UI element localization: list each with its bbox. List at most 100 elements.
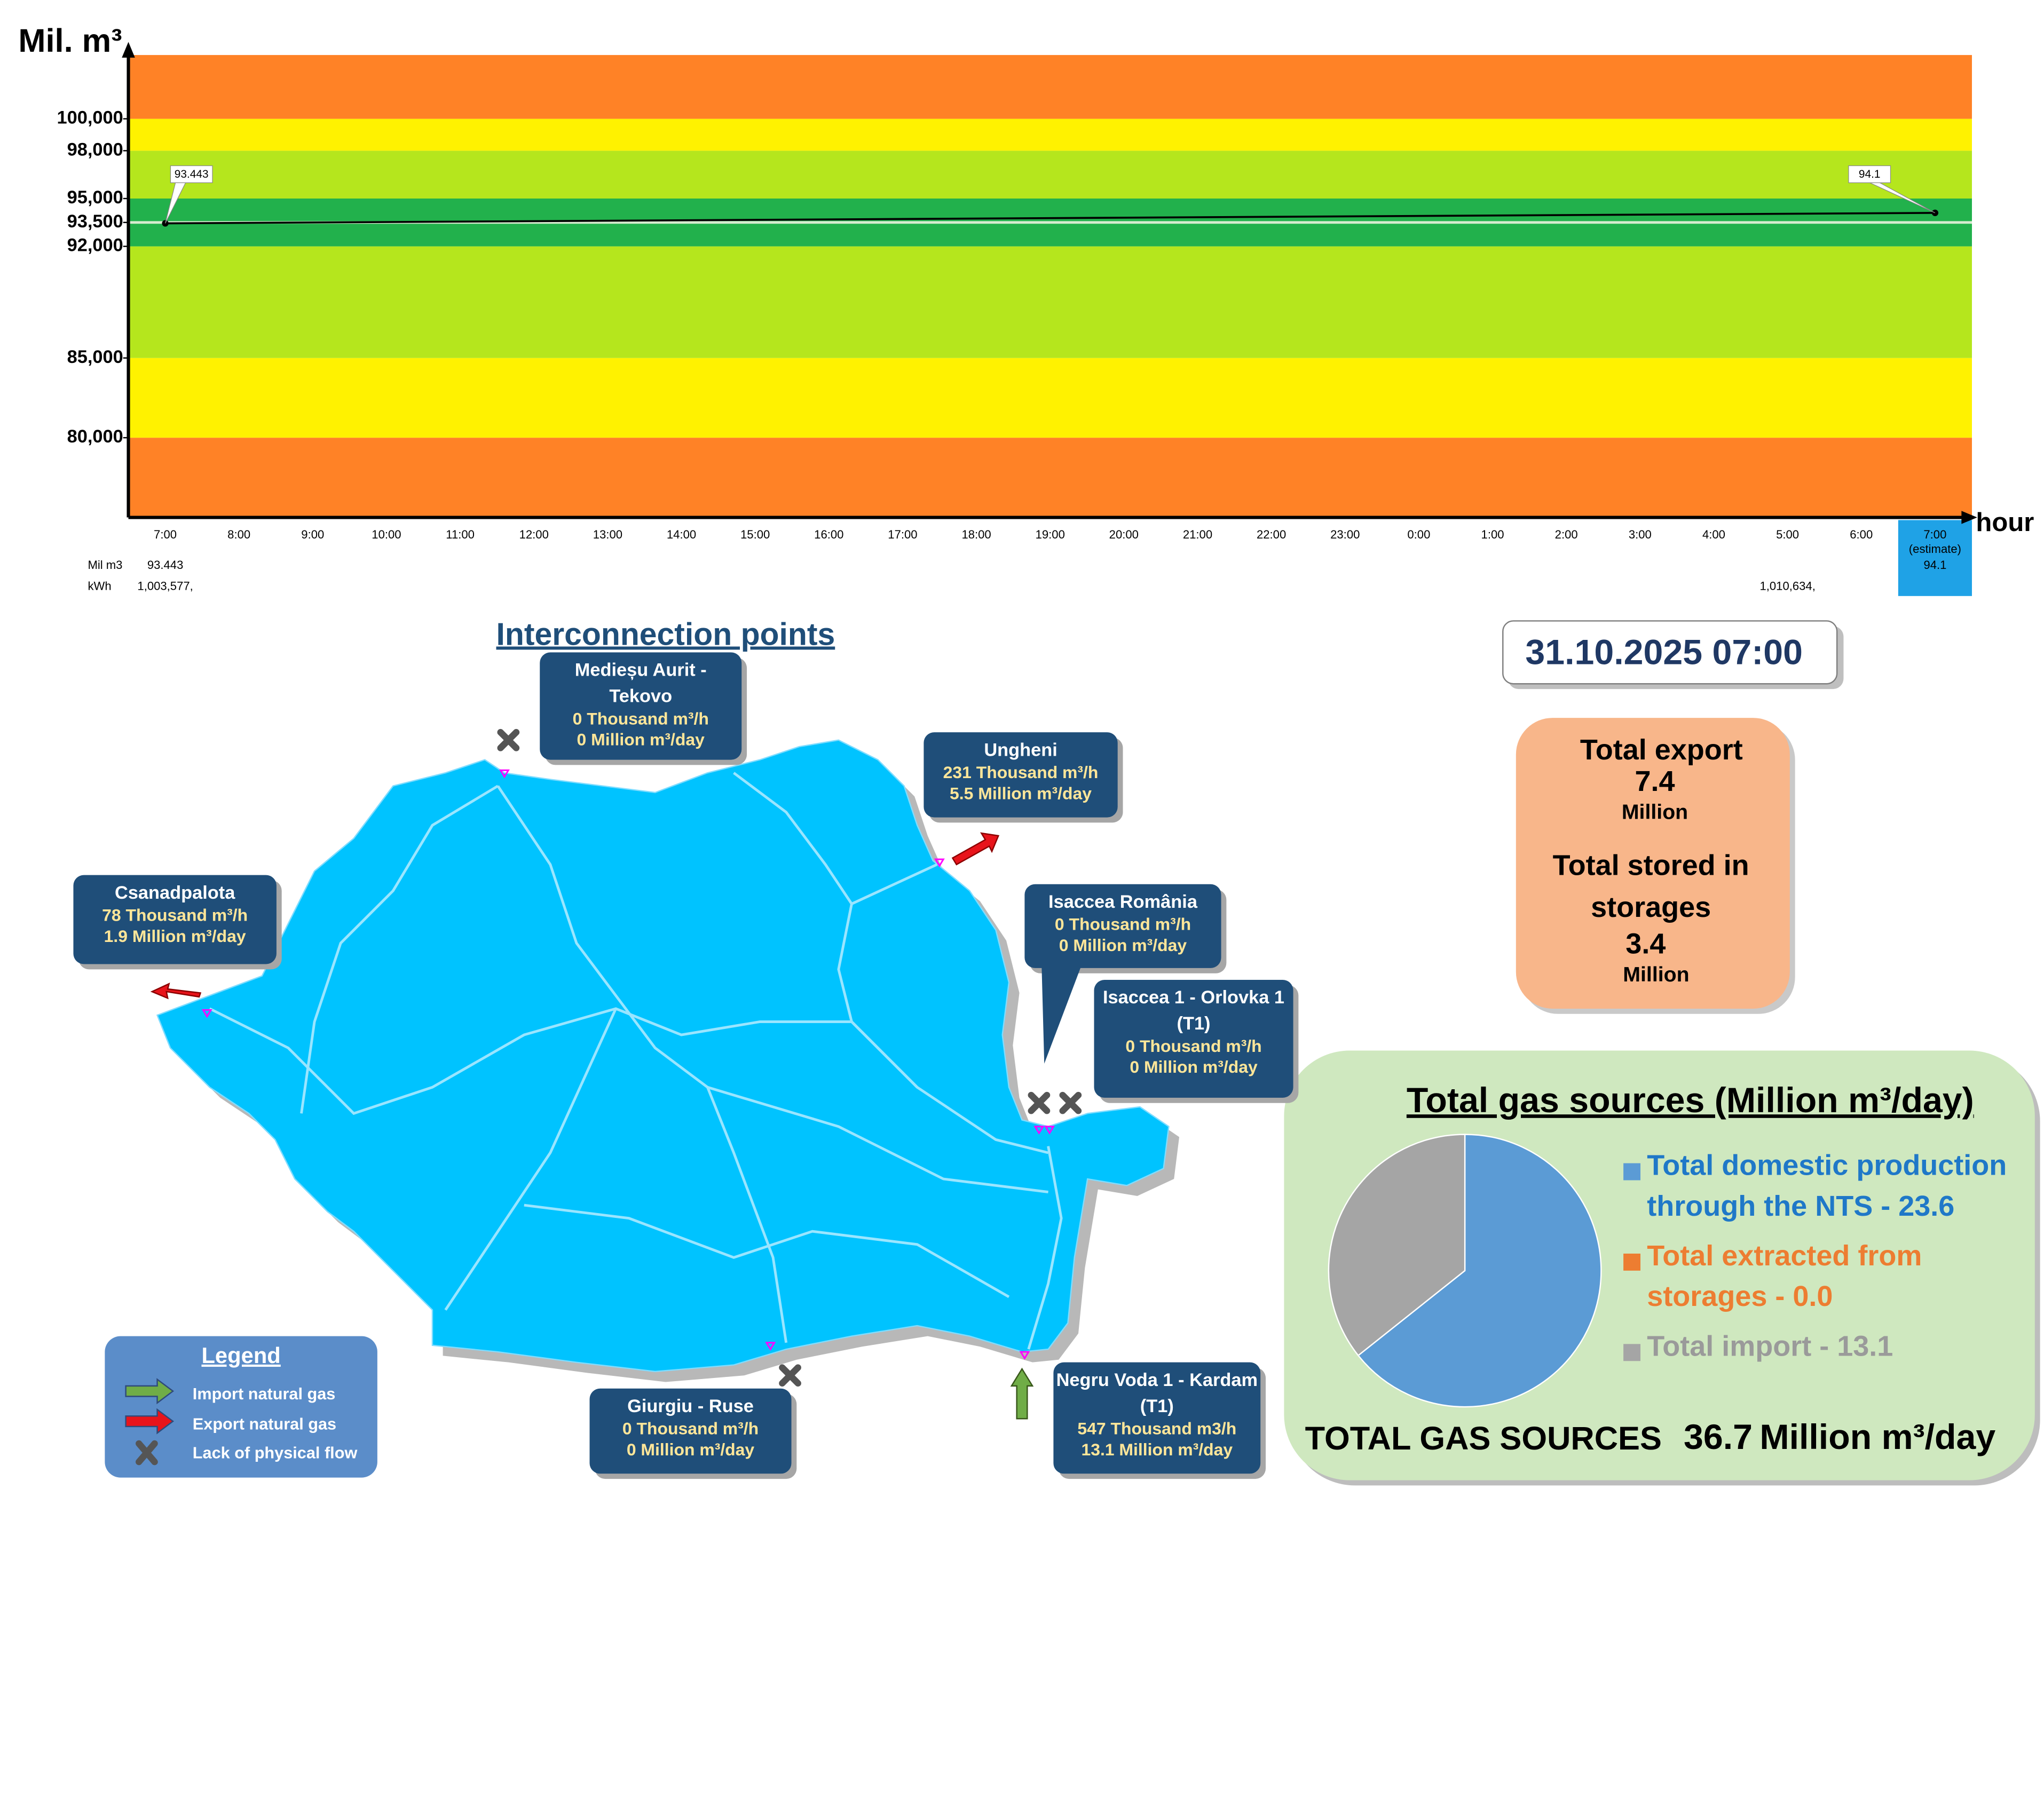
x-tick-label-box: 16:00: [814, 528, 844, 541]
y-tick-label: 95,000: [67, 187, 123, 208]
point-box: [1053, 1362, 1261, 1474]
x-tick-label: 3:00: [1628, 528, 1652, 541]
x-tick-label: 15:00: [740, 528, 770, 541]
x-tick-label: 11:00: [446, 528, 475, 541]
pipeline: [496, 785, 788, 1343]
no-flow-cross: [1059, 1091, 1082, 1114]
x-tick-label: 2:00: [1554, 528, 1578, 541]
x-tick-label-box: 6:00: [1850, 528, 1873, 541]
export-unit: Million: [1622, 801, 1688, 824]
y-tick-label: 93,500: [67, 211, 123, 232]
point-hourly: 0 Thousand m³/h: [572, 708, 709, 728]
export-label: Total export: [1580, 734, 1743, 766]
marker: [1033, 1126, 1045, 1135]
x-tick-label: 21:00: [1182, 528, 1213, 541]
date-box: [1502, 620, 1838, 685]
legend-entry-box: Total extracted from storages - 0.0: [1647, 1239, 1922, 1312]
x-tick-label-box: 5:00: [1776, 528, 1799, 541]
row-label: Mil m3: [88, 558, 122, 572]
map: Interconnection points Legend Import nat…: [105, 617, 1180, 1478]
line-chart: 80,000 85,000 92,000 93,500 95,000 98,000 100,…: [57, 42, 1977, 596]
x-tick-label: 18:00: [961, 528, 991, 541]
no-flow-symbols: [497, 728, 1082, 1387]
point-daily: 0 Million m³/day: [1059, 935, 1187, 955]
y-tick-label: 92,000: [67, 235, 123, 256]
x-tick-label: 17:00: [888, 528, 918, 541]
marker: [499, 769, 510, 779]
x-tick-label: 16:00: [814, 528, 844, 541]
x-tick-label: 20:00: [1109, 528, 1139, 541]
point-name: Ungheni: [984, 739, 1057, 760]
legend-item: Import natural gas: [193, 1384, 336, 1403]
x-tick-label-box: 18:00: [961, 528, 991, 541]
series-line: [165, 212, 1935, 225]
pipeline: [733, 772, 853, 905]
pie-slice: [1357, 1134, 1602, 1408]
callout-box: [1848, 165, 1891, 184]
pipeline: [1027, 1146, 1063, 1350]
x-tick-label: 7:00 (estimate): [1908, 528, 1962, 556]
x-axis-arrow: [1961, 511, 1977, 524]
x-tick-label: 13:00: [593, 528, 623, 541]
point-box: [924, 732, 1118, 818]
legend-item: Export natural gas: [193, 1415, 336, 1433]
no-flow-cross: [497, 728, 520, 751]
point-hourly: 78 Thousand m³/h: [102, 905, 248, 925]
border-markers: [201, 769, 1055, 1360]
point-name: Isaccea România: [1048, 891, 1197, 912]
pipeline: [707, 1086, 1048, 1194]
point-daily: 13.1 Million m³/day: [1081, 1439, 1233, 1460]
marker: [201, 1009, 212, 1018]
map-title: Interconnection points: [496, 617, 835, 652]
legend-noflow-icon: [136, 1440, 158, 1466]
x-tick-label-box: 7:00: [154, 528, 177, 541]
legend-entry: Total domestic production through the NT…: [1647, 1148, 2007, 1223]
total-value: 36.7: [1684, 1417, 1753, 1457]
row-value: 94.1: [1923, 558, 1946, 572]
y-tick-label: 80,000: [67, 426, 123, 447]
band: [128, 358, 1972, 438]
point-name: Giurgiu - Ruse: [627, 1395, 754, 1416]
x-tick-label: 19:00: [1035, 528, 1065, 541]
point-daily: 0 Million m³/day: [626, 1439, 755, 1460]
stored-unit: Million: [1623, 963, 1689, 986]
estimate-column: [1898, 520, 1972, 596]
x-tick-label-box: 3:00: [1628, 528, 1652, 541]
point-box: [589, 1388, 792, 1474]
point-name: Csanadpalota: [114, 881, 235, 903]
point-box-content: Negru Voda 1 - Kardam (T1) 547 Thousand m…: [1056, 1368, 1258, 1460]
marker: [1019, 1351, 1030, 1360]
x-tick-label-box: 19:00: [1035, 528, 1065, 541]
point-hourly: 231 Thousand m³/h: [943, 762, 1099, 782]
value-label: 94.1: [1859, 168, 1881, 180]
x-tick-label: 12:00: [519, 528, 549, 541]
x-tick-label: 22:00: [1256, 528, 1287, 541]
import-arrow: [1010, 1367, 1034, 1420]
x-tick-label: 9:00: [301, 528, 325, 541]
total-label: TOTAL GAS SOURCES: [1305, 1420, 1662, 1457]
row-value: 1,010,634,: [1759, 579, 1815, 592]
stored-label-box: Total stored in storages: [1553, 849, 1749, 924]
row-value: 93.443: [147, 558, 184, 572]
point-name: Negru Voda 1 - Kardam (T1): [1056, 1368, 1258, 1416]
x-tick-label-box: 23:00: [1330, 528, 1360, 541]
legend-swatch: [1623, 1163, 1641, 1181]
point-hourly: 547 Thousand m3/h: [1077, 1419, 1237, 1439]
legend-item: Lack of physical flow: [193, 1444, 358, 1462]
row-value: 1,003,577,: [137, 579, 193, 592]
pie-title: Total gas sources (Million m³/day): [1407, 1081, 1974, 1120]
x-tick-label-box: 22:00: [1256, 528, 1287, 541]
export-arrow: [150, 983, 202, 1000]
legend-swatch: [1623, 1344, 1641, 1361]
export-arrow: [951, 832, 1000, 866]
x-tick-label-box: 1:00: [1481, 528, 1504, 541]
no-flow-cross: [779, 1364, 801, 1387]
no-flow-cross: [1028, 1091, 1051, 1114]
pipelines: [209, 772, 1063, 1350]
legend-box: [105, 1336, 377, 1478]
point-box-content: Isaccea 1 - Orlovka 1 (T1)0 Thousand m³/…: [1103, 986, 1284, 1076]
point-box: [540, 652, 742, 760]
